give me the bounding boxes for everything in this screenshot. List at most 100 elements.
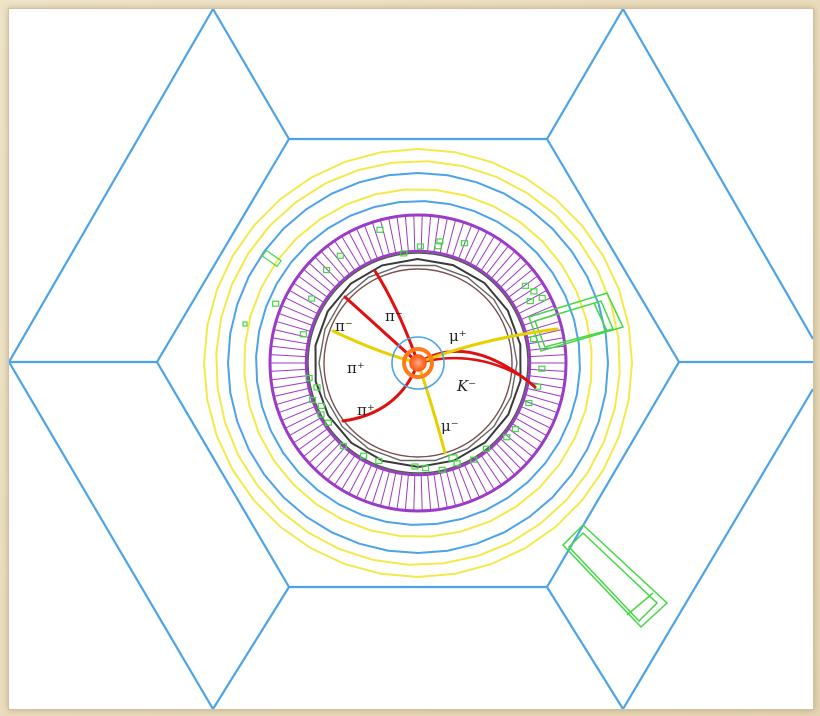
calorimeter-cell-69 [314, 256, 341, 284]
calorimeter-cell-26 [427, 474, 432, 511]
muon-line-6 [622, 9, 813, 340]
calorimeter-cell-40 [320, 447, 346, 476]
label-pi-minus-a: π⁻ [335, 317, 353, 335]
magnet-ring-middle [215, 160, 621, 566]
muon-line-1 [212, 9, 624, 141]
detector-rings [202, 147, 634, 579]
calorimeter-cell-52 [272, 381, 308, 389]
calorimeter-cell-37 [341, 458, 361, 490]
calorimeter-cell-63 [284, 297, 318, 315]
label-mu-minus: μ⁻ [441, 417, 459, 435]
calorimeter-cell-46 [288, 417, 321, 437]
calorimeter-cell-36 [348, 461, 367, 495]
hit-cell-7 [538, 294, 546, 301]
calorimeter-cell-65 [293, 282, 325, 303]
calorimeter-cell-75 [356, 228, 372, 262]
label-mu-plus: μ⁺ [449, 327, 467, 345]
label-pi-minus-b: π⁻ [385, 307, 403, 325]
calorimeter-cell-32 [379, 471, 390, 507]
calorimeter-cell-51 [273, 387, 310, 397]
hit-cell-13 [470, 456, 478, 463]
hit-cell-33 [339, 442, 347, 450]
calorimeter-cell-61 [278, 312, 313, 326]
calorimeter-cell-96 [495, 256, 522, 284]
calorimeter-cell-92 [475, 236, 495, 268]
label-pi-plus-a: π⁺ [347, 359, 365, 377]
calorimeter-cell-29 [404, 474, 409, 511]
calorimeter-cell-53 [270, 375, 307, 381]
calorimeter-cell-15 [490, 447, 516, 476]
calorimeter-cell-28 [413, 474, 416, 511]
calorimeter-cell-60 [275, 320, 311, 332]
hit-cell-18 [324, 419, 332, 426]
muon-hit-box-right-outer [528, 292, 625, 352]
calorimeter-cell-77 [371, 222, 384, 257]
calorimeter-cell-23 [446, 471, 457, 507]
calorimeter-cell-97 [500, 262, 528, 288]
muon-line-7 [622, 388, 813, 709]
track-mu-minus [416, 361, 447, 455]
calorimeter-cell-67 [303, 268, 332, 293]
calorimeter-cell-22 [452, 469, 465, 504]
hit-cell-22 [313, 384, 321, 391]
calorimeter-cell-18 [475, 458, 495, 490]
hit-cell-5 [530, 288, 538, 295]
calorimeter-cell-44 [298, 428, 328, 451]
hit-cell-6 [526, 298, 534, 305]
calorimeter-cell-50 [275, 394, 311, 406]
calorimeter-cell-62 [281, 304, 315, 320]
hit-cell-30 [503, 434, 511, 441]
calorimeter-cell-4 [526, 387, 563, 397]
calorimeter-cell-24 [439, 472, 448, 509]
vertex-outer-ring [402, 347, 434, 379]
calorimeter-cell-82 [413, 215, 416, 252]
calorimeter-cell-80 [396, 216, 403, 253]
calorimeter-cell-33 [371, 469, 384, 504]
muon-line-5 [9, 9, 214, 709]
calorimeter-cell-109 [529, 354, 566, 358]
hit-cell-15 [438, 466, 446, 473]
hit-cell-26 [400, 250, 408, 257]
muon-hit-box-lower-inner [567, 531, 659, 623]
hit-bottom [448, 454, 458, 462]
beampipe-ring [391, 336, 445, 390]
calorimeter-cell-108 [529, 345, 566, 351]
muon-system-outer [9, 9, 813, 709]
hit-top [436, 238, 444, 244]
hit-cell-2 [376, 226, 384, 233]
hit-cell-16 [421, 465, 430, 472]
calorimeter-cell-27 [420, 474, 423, 511]
calorimeter-cell-56 [270, 354, 307, 358]
calorimeter-cell-72 [334, 240, 356, 271]
hit-cell-11 [525, 399, 533, 407]
hit-cell-9 [538, 365, 546, 372]
calorimeter-cell-93 [480, 240, 502, 271]
calorimeter-cell-94 [486, 245, 509, 275]
hit-cell-19 [317, 411, 325, 418]
calorimeter-cell-11 [508, 428, 538, 451]
magnet-ring-inner [243, 188, 593, 538]
calorimeter-cell-39 [327, 451, 350, 481]
calorimeter-cell-57 [270, 345, 307, 351]
calorimeter-cell-78 [379, 219, 390, 255]
calorimeter-cell-74 [348, 231, 367, 265]
muon-hit-box-right-line [593, 302, 608, 332]
calorimeter-cell-16 [486, 451, 509, 481]
hit-cell-29 [511, 426, 519, 433]
calorimeter-cell-12 [504, 433, 533, 458]
hit-cell-0 [323, 266, 331, 274]
calorimeter-cell-103 [521, 304, 555, 320]
calorimeter-cell-66 [298, 275, 328, 298]
hit-cell-24 [299, 331, 307, 338]
muon-ring-inner [255, 200, 581, 526]
calorimeter-cell-41 [314, 442, 341, 470]
muon-chamber-hits [528, 292, 669, 629]
calorimeter-cell-83 [420, 215, 423, 252]
calorimeter-cell-5 [525, 394, 561, 406]
calorimeter-cell-38 [334, 455, 356, 486]
calorimeter-cell-107 [528, 337, 564, 345]
detector-event-display: π⁻ π⁻ π⁺ π⁺ μ⁺ K⁻ μ⁻ [9, 9, 813, 709]
tracker-inner-ring [323, 268, 513, 458]
calorimeter-cell-73 [341, 236, 361, 268]
hit-cell-17 [411, 463, 419, 470]
